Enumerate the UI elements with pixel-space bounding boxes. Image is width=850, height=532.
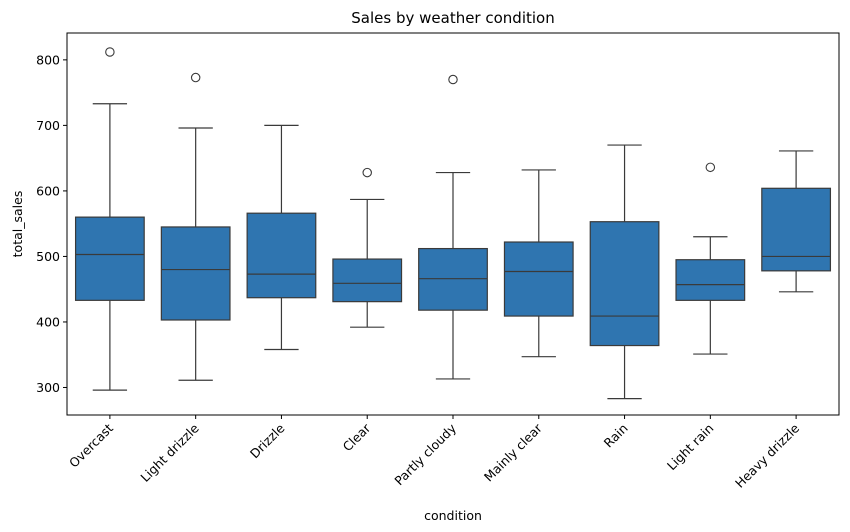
x-tick-label: Light rain — [664, 421, 717, 474]
y-tick-label: 300 — [36, 380, 60, 395]
box-iqr — [246, 212, 317, 299]
box-group — [74, 47, 145, 391]
box-group — [418, 74, 488, 380]
x-tick-label: Heavy drizzle — [732, 420, 802, 490]
outlier-point — [705, 162, 716, 173]
x-axis: Overcast Light drizzle Drizzle Clear Partly … — [66, 415, 802, 491]
box-iqr — [418, 247, 488, 311]
outlier-point — [105, 47, 115, 57]
box-group — [332, 167, 403, 328]
box-iqr — [589, 221, 660, 347]
x-tick-label: Drizzle — [247, 420, 288, 461]
y-tick-label: 800 — [36, 52, 60, 67]
y-tick-label: 700 — [36, 118, 60, 133]
box-iqr — [761, 187, 832, 272]
outlier-point — [448, 74, 458, 85]
x-tick-label: Partly cloudy — [391, 420, 459, 488]
box-iqr — [503, 241, 574, 317]
box-group — [589, 144, 660, 400]
x-tick-label: Clear — [340, 420, 374, 454]
x-tick-label: Light drizzle — [137, 420, 202, 485]
box-group — [246, 124, 317, 351]
box-iqr — [74, 216, 145, 301]
x-axis-label: condition — [424, 508, 482, 523]
chart-title: Sales by weather condition — [351, 9, 554, 27]
box-iqr — [675, 259, 746, 301]
y-axis-label: total_sales — [10, 191, 25, 258]
box-iqr — [332, 258, 403, 303]
y-tick-label: 600 — [36, 183, 60, 198]
box-group — [761, 150, 832, 293]
plot-area — [74, 47, 832, 400]
box-group — [503, 169, 574, 358]
outlier-point — [190, 72, 201, 83]
x-tick-label: Mainly clear — [481, 420, 546, 485]
box-group — [160, 72, 231, 381]
box-iqr — [160, 226, 231, 321]
y-tick-label: 500 — [36, 249, 60, 264]
outlier-point — [362, 167, 372, 178]
x-tick-label: Rain — [601, 421, 631, 451]
y-axis: 300 400 500 600 700 800 — [36, 52, 67, 395]
x-tick-label: Overcast — [66, 420, 116, 470]
box-group — [675, 162, 746, 355]
y-tick-label: 400 — [36, 314, 60, 329]
